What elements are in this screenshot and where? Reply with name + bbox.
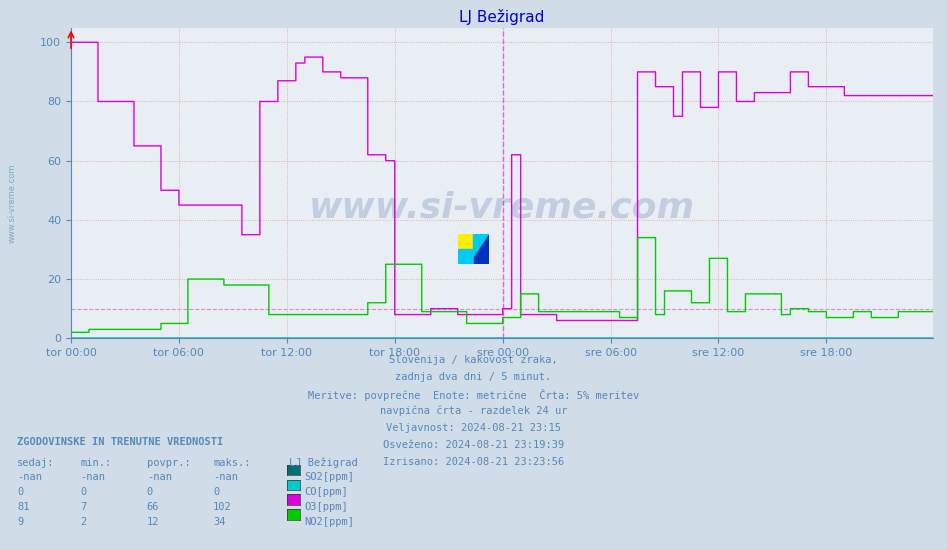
- Bar: [458, 234, 474, 249]
- Text: 0: 0: [213, 487, 220, 497]
- Text: NO2[ppm]: NO2[ppm]: [304, 517, 354, 527]
- Text: 12: 12: [147, 517, 159, 527]
- Text: 81: 81: [17, 502, 29, 512]
- Text: LJ Bežigrad: LJ Bežigrad: [289, 458, 358, 468]
- Text: Slovenija / kakovost zraka,: Slovenija / kakovost zraka,: [389, 355, 558, 365]
- Text: www.si-vreme.com: www.si-vreme.com: [8, 164, 17, 243]
- Text: 0: 0: [80, 487, 87, 497]
- Text: Izrisano: 2024-08-21 23:23:56: Izrisano: 2024-08-21 23:23:56: [383, 457, 564, 467]
- Text: 102: 102: [213, 502, 232, 512]
- Text: O3[ppm]: O3[ppm]: [304, 502, 348, 512]
- Text: maks.:: maks.:: [213, 458, 251, 468]
- Text: 66: 66: [147, 502, 159, 512]
- Text: -nan: -nan: [147, 472, 171, 482]
- Text: 34: 34: [213, 517, 225, 527]
- Text: zadnja dva dni / 5 minut.: zadnja dva dni / 5 minut.: [396, 372, 551, 382]
- Text: navpična črta - razdelek 24 ur: navpična črta - razdelek 24 ur: [380, 406, 567, 416]
- Text: -nan: -nan: [17, 472, 42, 482]
- Text: Veljavnost: 2024-08-21 23:15: Veljavnost: 2024-08-21 23:15: [386, 423, 561, 433]
- Title: LJ Bežigrad: LJ Bežigrad: [459, 9, 545, 25]
- Text: povpr.:: povpr.:: [147, 458, 190, 468]
- Text: 9: 9: [17, 517, 24, 527]
- Text: www.si-vreme.com: www.si-vreme.com: [309, 191, 695, 225]
- Text: sedaj:: sedaj:: [17, 458, 55, 468]
- Text: -nan: -nan: [213, 472, 238, 482]
- Text: 7: 7: [80, 502, 87, 512]
- Text: min.:: min.:: [80, 458, 112, 468]
- Text: ZGODOVINSKE IN TRENUTNE VREDNOSTI: ZGODOVINSKE IN TRENUTNE VREDNOSTI: [17, 437, 223, 447]
- Text: CO[ppm]: CO[ppm]: [304, 487, 348, 497]
- Text: 0: 0: [17, 487, 24, 497]
- Bar: [458, 249, 474, 264]
- Text: Meritve: povprečne  Enote: metrične  Črta: 5% meritev: Meritve: povprečne Enote: metrične Črta:…: [308, 389, 639, 401]
- Polygon shape: [474, 234, 489, 264]
- Text: SO2[ppm]: SO2[ppm]: [304, 472, 354, 482]
- Text: 2: 2: [80, 517, 87, 527]
- Text: -nan: -nan: [80, 472, 105, 482]
- Polygon shape: [474, 234, 489, 256]
- Text: Osveženo: 2024-08-21 23:19:39: Osveženo: 2024-08-21 23:19:39: [383, 440, 564, 450]
- Text: 0: 0: [147, 487, 153, 497]
